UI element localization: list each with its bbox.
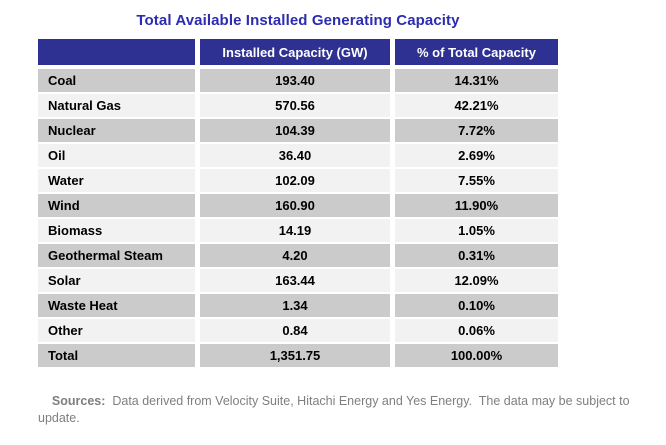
capacity-cell: 104.39	[200, 119, 390, 142]
page-title: Total Available Installed Generating Cap…	[136, 12, 460, 29]
fuel-cell: Total	[38, 344, 195, 367]
capacity-cell: 102.09	[200, 169, 390, 192]
fuel-cell: Natural Gas	[38, 94, 195, 117]
fuel-cell: Water	[38, 169, 195, 192]
percent-cell: 7.55%	[395, 169, 558, 192]
capacity-cell: 193.40	[200, 69, 390, 92]
percent-cell: 0.06%	[395, 319, 558, 342]
capacity-cell: 36.40	[200, 144, 390, 167]
capacity-cell: 0.84	[200, 319, 390, 342]
sources-text: Data derived from Velocity Suite, Hitach…	[38, 393, 634, 425]
percent-cell: 12.09%	[395, 269, 558, 292]
fuel-cell: Biomass	[38, 219, 195, 242]
fuel-cell: Other	[38, 319, 195, 342]
percent-cell: 100.00%	[395, 344, 558, 367]
fuel-cell: Nuclear	[38, 119, 195, 142]
percent-cell: 11.90%	[395, 194, 558, 217]
table-header-fuel-blank	[38, 39, 195, 65]
percent-cell: 7.72%	[395, 119, 558, 142]
percent-cell: 0.10%	[395, 294, 558, 317]
capacity-cell: 160.90	[200, 194, 390, 217]
capacity-cell: 4.20	[200, 244, 390, 267]
capacity-cell: 163.44	[200, 269, 390, 292]
fuel-cell: Coal	[38, 69, 195, 92]
sources-label: Sources:	[51, 393, 106, 408]
capacity-table: Installed Capacity (GW) % of Total Capac…	[38, 39, 558, 367]
percent-cell: 2.69%	[395, 144, 558, 167]
table-header-percent-of-total: % of Total Capacity	[395, 39, 558, 65]
fuel-cell: Solar	[38, 269, 195, 292]
report-content: Total Available Installed Generating Cap…	[38, 12, 644, 444]
fuel-cell: Wind	[38, 194, 195, 217]
capacity-cell: 14.19	[200, 219, 390, 242]
table-header-installed-capacity: Installed Capacity (GW)	[200, 39, 390, 65]
fuel-cell: Geothermal Steam	[38, 244, 195, 267]
sources-note: Sources: Data derived from Velocity Suit…	[38, 376, 644, 444]
percent-cell: 42.21%	[395, 94, 558, 117]
capacity-cell: 1.34	[200, 294, 390, 317]
fuel-cell: Waste Heat	[38, 294, 195, 317]
percent-cell: 0.31%	[395, 244, 558, 267]
fuel-cell: Oil	[38, 144, 195, 167]
capacity-cell: 570.56	[200, 94, 390, 117]
capacity-cell: 1,351.75	[200, 344, 390, 367]
percent-cell: 14.31%	[395, 69, 558, 92]
percent-cell: 1.05%	[395, 219, 558, 242]
